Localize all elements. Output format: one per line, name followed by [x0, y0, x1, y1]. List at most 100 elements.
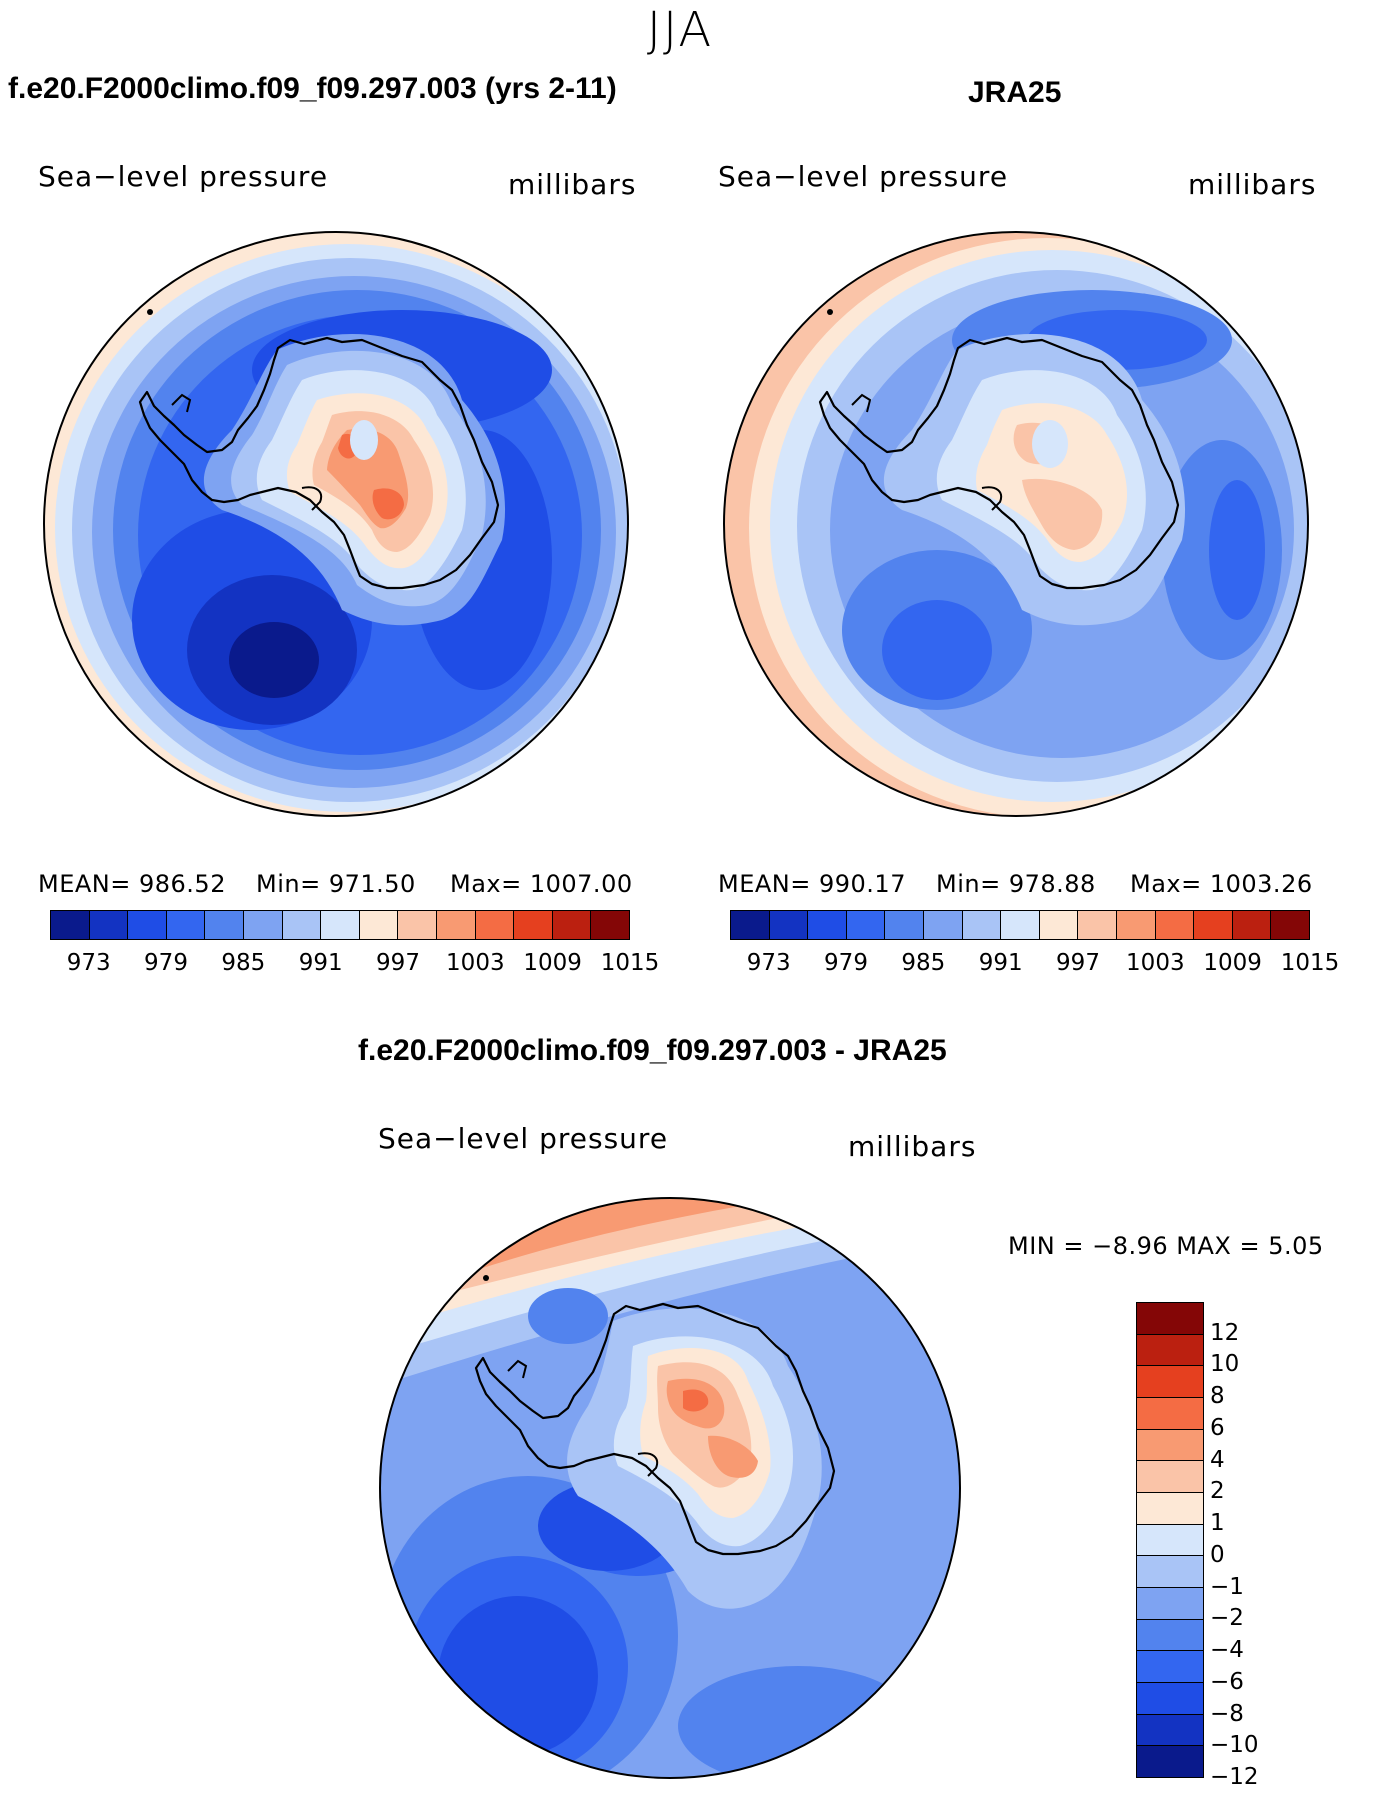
- panel2-variable: Sea−level pressure: [718, 160, 1009, 193]
- colorbar-cell: [1137, 1556, 1203, 1589]
- colorbar-cell: [1137, 1524, 1203, 1557]
- colorbar-cell: [1137, 1651, 1203, 1684]
- panel3-variable: Sea−level pressure: [378, 1122, 669, 1155]
- colorbar-tick-label: 8: [1210, 1383, 1225, 1410]
- panel3-units: millibars: [848, 1130, 977, 1163]
- colorbar-jra25-ticks: 973 979 985 991 997 1003 1009 1015: [730, 950, 1340, 980]
- colorbar-tick-label: 12: [1210, 1319, 1240, 1346]
- colorbar-cell: [321, 911, 360, 939]
- colorbar-cell: [731, 911, 770, 939]
- colorbar-cell: [475, 911, 515, 939]
- colorbar-cell: [436, 911, 476, 939]
- colorbar-cell: [1232, 911, 1272, 939]
- colorbar-tick-label: 991: [978, 950, 1023, 976]
- panel1-max: Max= 1007.00: [450, 870, 633, 898]
- colorbar-tick-label: 991: [298, 950, 343, 976]
- colorbar-tick-label: −2: [1210, 1605, 1244, 1632]
- panel1-mean: MEAN= 986.52: [38, 870, 226, 898]
- panel1-units: millibars: [508, 168, 637, 201]
- colorbar-cell: [962, 911, 1002, 939]
- colorbar-cell: [1137, 1746, 1203, 1778]
- colorbar-tick-label: 1009: [1203, 950, 1262, 976]
- colorbar-tick-label: 1003: [1126, 950, 1185, 976]
- colorbar-cell: [1078, 911, 1117, 939]
- colorbar-cell: [1137, 1461, 1203, 1494]
- panel2-min: Min= 978.88: [936, 870, 1096, 898]
- season-title: JJA: [646, 2, 714, 58]
- colorbar-cell: [1271, 911, 1309, 939]
- colorbar-cell: [1155, 911, 1195, 939]
- colorbar-tick-label: 1009: [523, 950, 582, 976]
- panel2-units: millibars: [1188, 168, 1317, 201]
- colorbar-cell: [808, 911, 847, 939]
- map-difference: [379, 1197, 961, 1779]
- colorbar-tick-label: 0: [1210, 1541, 1225, 1568]
- colorbar-difference-ticks: 12 10 8 6 4 2 1 0 −1 −2 −4 −6 −8 −10 −12: [1210, 1302, 1290, 1790]
- colorbar-tick-label: 4: [1210, 1446, 1225, 1473]
- colorbar-cell: [1137, 1334, 1203, 1367]
- colorbar-model-ticks: 973 979 985 991 997 1003 1009 1015: [50, 950, 660, 980]
- colorbar-cell: [846, 911, 886, 939]
- colorbar-cell: [128, 911, 167, 939]
- colorbar-tick-label: −1: [1210, 1573, 1244, 1600]
- colorbar-tick-label: 10: [1210, 1351, 1240, 1378]
- colorbar-cell: [1137, 1398, 1203, 1430]
- colorbar-tick-label: 973: [746, 950, 791, 976]
- colorbar-cell: [552, 911, 592, 939]
- colorbar-tick-label: 979: [824, 950, 868, 976]
- colorbar-tick-label: −8: [1210, 1700, 1244, 1727]
- colorbar-cell: [1137, 1588, 1203, 1620]
- colorbar-cell: [1137, 1493, 1203, 1525]
- colorbar-cell: [769, 911, 809, 939]
- colorbar-cell: [1137, 1619, 1203, 1652]
- colorbar-cell: [591, 911, 629, 939]
- colorbar-tick-label: 979: [144, 950, 188, 976]
- colorbar-cell: [166, 911, 206, 939]
- panel1-min: Min= 971.50: [256, 870, 416, 898]
- colorbar-cell: [1137, 1714, 1203, 1747]
- colorbar-tick-label: 985: [901, 950, 946, 976]
- colorbar-cell: [514, 911, 553, 939]
- colorbar-cell: [359, 911, 399, 939]
- colorbar-tick-label: 1015: [600, 950, 660, 976]
- panel1-title: f.e20.F2000climo.f09_f09.297.003 (yrs 2-…: [8, 72, 617, 105]
- panel3-title: f.e20.F2000climo.f09_f09.297.003 - JRA25: [358, 1034, 947, 1067]
- colorbar-cell: [1137, 1366, 1203, 1399]
- colorbar-tick-label: 1: [1210, 1510, 1225, 1537]
- colorbar-cell: [1137, 1429, 1203, 1462]
- colorbar-tick-label: −10: [1210, 1732, 1259, 1759]
- colorbar-tick-label: 1003: [446, 950, 505, 976]
- colorbar-tick-label: 1015: [1280, 950, 1340, 976]
- colorbar-tick-label: 997: [376, 950, 420, 976]
- colorbar-tick-label: 6: [1210, 1414, 1225, 1441]
- colorbar-cell: [1039, 911, 1079, 939]
- panel2-mean: MEAN= 990.17: [718, 870, 906, 898]
- colorbar-cell: [243, 911, 283, 939]
- colorbar-model: [50, 910, 630, 940]
- colorbar-tick-label: −12: [1210, 1764, 1259, 1790]
- colorbar-cell: [1137, 1683, 1203, 1715]
- colorbar-cell: [1001, 911, 1040, 939]
- panel2-title: JRA25: [968, 76, 1062, 109]
- colorbar-cell: [1137, 1303, 1203, 1335]
- colorbar-cell: [398, 911, 437, 939]
- colorbar-difference: [1136, 1302, 1204, 1778]
- panel3-minmax: MIN = −8.96 MAX = 5.05: [1008, 1232, 1324, 1260]
- map-jra25: [723, 231, 1309, 817]
- colorbar-tick-label: 985: [221, 950, 266, 976]
- colorbar-cell: [885, 911, 924, 939]
- colorbar-tick-label: 2: [1210, 1478, 1225, 1505]
- colorbar-tick-label: 997: [1056, 950, 1100, 976]
- panel2-max: Max= 1003.26: [1130, 870, 1313, 898]
- map-model: [43, 231, 629, 817]
- colorbar-cell: [205, 911, 244, 939]
- colorbar-cell: [51, 911, 90, 939]
- colorbar-cell: [1194, 911, 1233, 939]
- colorbar-jra25: [730, 910, 1310, 940]
- colorbar-tick-label: −6: [1210, 1668, 1244, 1695]
- colorbar-cell: [282, 911, 322, 939]
- colorbar-tick-label: 973: [66, 950, 111, 976]
- colorbar-cell: [1116, 911, 1156, 939]
- colorbar-cell: [89, 911, 129, 939]
- panel1-variable: Sea−level pressure: [38, 160, 329, 193]
